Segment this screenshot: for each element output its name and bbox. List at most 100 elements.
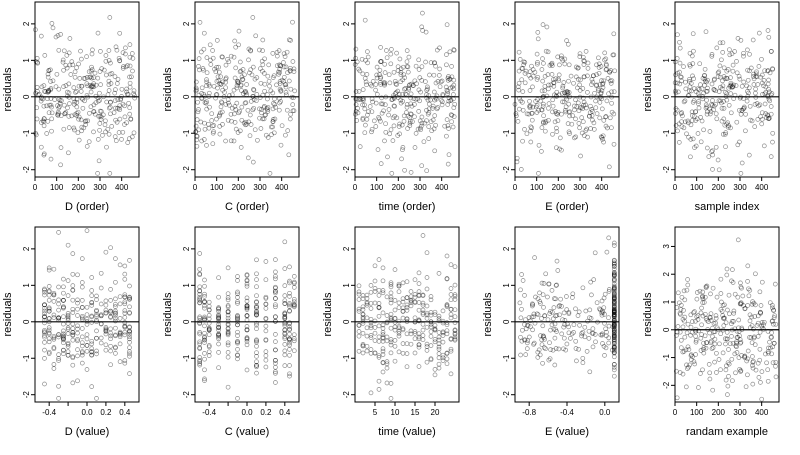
data-point	[106, 82, 112, 88]
data-point	[75, 336, 80, 342]
data-point	[380, 290, 386, 296]
data-point	[35, 89, 40, 94]
x-tick-label: 400	[595, 183, 609, 192]
data-point	[218, 74, 223, 80]
data-point	[84, 316, 90, 322]
data-point	[225, 117, 231, 123]
data-point	[79, 349, 85, 354]
y-tick-label: -2	[182, 166, 191, 174]
data-point	[581, 102, 586, 108]
data-point	[611, 332, 617, 338]
data-point	[235, 78, 240, 84]
data-point	[742, 306, 748, 312]
data-point	[445, 75, 451, 81]
data-point	[435, 79, 441, 84]
data-point	[675, 70, 680, 76]
data-point	[113, 318, 118, 324]
data-point	[194, 117, 200, 122]
data-point	[94, 314, 99, 319]
data-point	[517, 57, 523, 62]
data-point	[364, 299, 370, 305]
data-point	[600, 310, 606, 315]
data-point	[703, 29, 709, 35]
data-point	[587, 315, 592, 321]
data-point	[530, 84, 535, 90]
data-point	[424, 95, 430, 101]
data-point	[611, 318, 617, 323]
data-point	[196, 64, 201, 69]
data-point	[428, 119, 434, 125]
data-point	[197, 358, 203, 363]
data-point	[549, 72, 555, 77]
data-point	[392, 298, 398, 303]
data-point	[444, 133, 449, 139]
data-point	[707, 314, 713, 320]
data-point	[291, 348, 297, 354]
data-point	[697, 61, 703, 67]
data-point	[601, 295, 607, 301]
data-point	[592, 332, 598, 337]
data-point	[193, 123, 199, 129]
x-axis-label: E (value)	[545, 426, 589, 438]
data-point	[262, 56, 267, 62]
data-point	[404, 279, 410, 285]
data-point	[108, 105, 113, 110]
data-point	[420, 10, 425, 16]
data-point	[527, 104, 532, 109]
data-point	[84, 336, 90, 342]
data-point	[243, 90, 249, 96]
data-point	[282, 266, 288, 271]
data-point	[374, 72, 380, 78]
data-point	[216, 315, 221, 321]
data-point	[765, 378, 771, 384]
data-point	[424, 324, 430, 330]
data-point	[41, 116, 47, 121]
data-point	[398, 97, 404, 103]
data-point	[353, 89, 359, 94]
data-point	[216, 322, 221, 327]
data-point	[352, 62, 358, 67]
data-point	[736, 73, 742, 79]
data-point	[244, 335, 250, 340]
data-point	[46, 306, 52, 312]
data-point	[235, 291, 240, 297]
data-point	[704, 317, 710, 323]
data-point	[215, 85, 220, 91]
data-point	[769, 48, 774, 54]
data-point	[42, 305, 47, 311]
data-point	[603, 114, 608, 120]
data-point	[287, 327, 292, 333]
data-point	[223, 75, 229, 81]
data-point	[759, 116, 765, 122]
data-point	[440, 355, 446, 361]
data-point	[99, 66, 105, 71]
data-point	[270, 75, 276, 80]
data-point	[197, 272, 203, 278]
data-point	[564, 38, 569, 43]
data-point	[127, 351, 132, 357]
y-tick-label: 1	[502, 58, 511, 63]
data-point	[762, 101, 768, 107]
data-point	[720, 83, 726, 89]
data-point	[546, 281, 552, 287]
data-point	[740, 293, 746, 299]
data-point	[597, 100, 603, 105]
data-point	[761, 78, 767, 83]
data-point	[202, 294, 207, 299]
data-point	[678, 111, 684, 116]
data-point	[51, 292, 57, 298]
data-point	[217, 112, 222, 118]
data-points	[42, 228, 132, 401]
data-point	[688, 324, 694, 330]
data-point	[699, 332, 704, 337]
data-point	[594, 82, 600, 88]
data-point	[244, 327, 250, 333]
data-point	[206, 307, 212, 313]
x-tick-label: 0.2	[100, 408, 112, 417]
data-point	[122, 315, 128, 320]
data-point	[726, 361, 732, 367]
data-point	[384, 365, 390, 371]
data-point	[196, 67, 202, 73]
data-point	[611, 310, 617, 315]
data-point	[540, 323, 546, 329]
